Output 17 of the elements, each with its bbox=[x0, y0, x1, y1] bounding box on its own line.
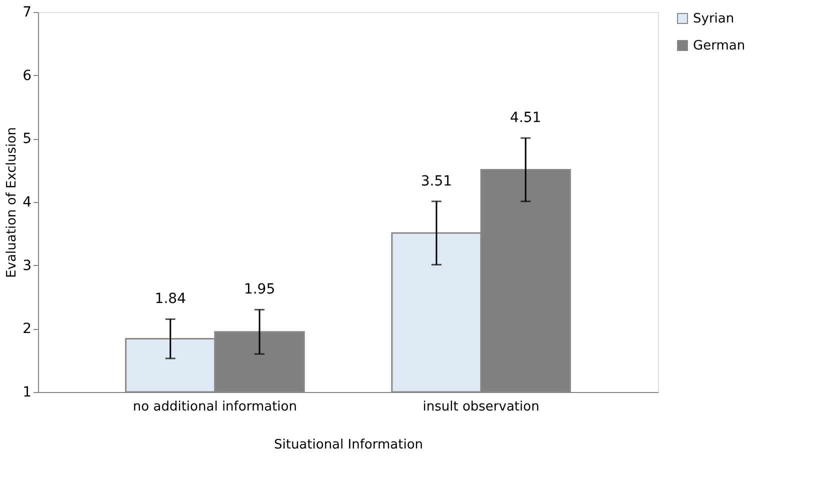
x-axis-title: Situational Information bbox=[274, 438, 424, 452]
y-tick-label: 3 bbox=[22, 258, 32, 274]
y-tick-label: 5 bbox=[22, 131, 32, 148]
data-label: 4.51 bbox=[510, 110, 542, 126]
y-tick-label: 6 bbox=[22, 68, 32, 84]
y-axis-title: Evaluation of Exclusion bbox=[4, 127, 20, 278]
data-label: 1.95 bbox=[244, 282, 276, 298]
legend-label: German bbox=[693, 38, 746, 54]
data-label: 3.51 bbox=[420, 173, 452, 190]
y-tick-label: 4 bbox=[22, 194, 32, 210]
y-tick-label: 1 bbox=[22, 384, 32, 400]
y-tick-label: 7 bbox=[22, 4, 32, 20]
x-tick-label: no additional information bbox=[132, 400, 297, 414]
data-label: 1.84 bbox=[154, 291, 186, 308]
y-tick-label: 2 bbox=[22, 321, 32, 338]
x-tick-label: insult observation bbox=[422, 400, 540, 414]
legend-label: Syrian bbox=[693, 12, 734, 26]
